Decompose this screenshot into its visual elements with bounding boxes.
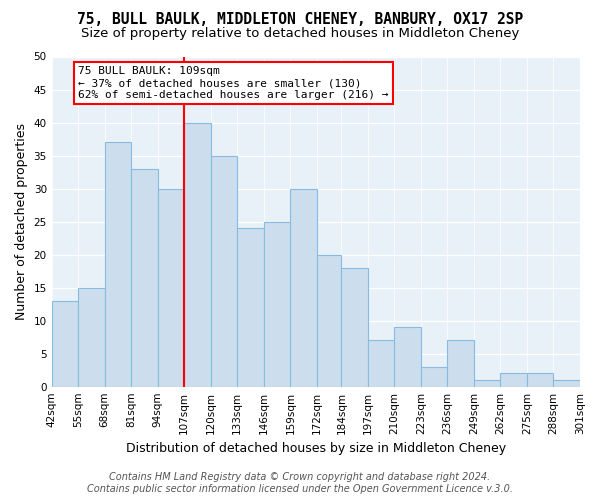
Text: Contains HM Land Registry data © Crown copyright and database right 2024.
Contai: Contains HM Land Registry data © Crown c…	[87, 472, 513, 494]
Bar	[368, 340, 394, 386]
Bar	[158, 188, 184, 386]
Text: 75 BULL BAULK: 109sqm
← 37% of detached houses are smaller (130)
62% of semi-det: 75 BULL BAULK: 109sqm ← 37% of detached …	[78, 66, 389, 100]
Y-axis label: Number of detached properties: Number of detached properties	[15, 123, 28, 320]
Bar	[78, 288, 105, 386]
Bar	[237, 228, 264, 386]
Bar	[290, 188, 317, 386]
Bar	[448, 340, 474, 386]
Bar	[317, 254, 341, 386]
Bar	[105, 142, 131, 386]
Bar	[341, 268, 368, 386]
Bar	[184, 122, 211, 386]
Bar	[52, 301, 78, 386]
Bar	[500, 374, 527, 386]
Text: Size of property relative to detached houses in Middleton Cheney: Size of property relative to detached ho…	[81, 28, 519, 40]
Text: 75, BULL BAULK, MIDDLETON CHENEY, BANBURY, OX17 2SP: 75, BULL BAULK, MIDDLETON CHENEY, BANBUR…	[77, 12, 523, 28]
Bar	[527, 374, 553, 386]
Bar	[264, 222, 290, 386]
Bar	[474, 380, 500, 386]
Bar	[394, 327, 421, 386]
X-axis label: Distribution of detached houses by size in Middleton Cheney: Distribution of detached houses by size …	[126, 442, 506, 455]
Bar	[553, 380, 580, 386]
Bar	[211, 156, 237, 386]
Bar	[131, 169, 158, 386]
Bar	[421, 367, 448, 386]
